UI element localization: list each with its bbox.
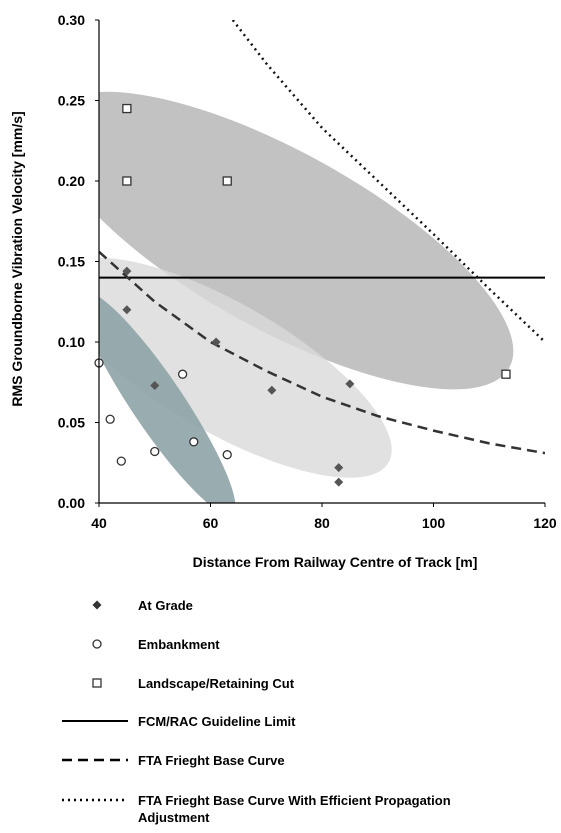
- point-diamond: [150, 380, 160, 390]
- legend-label: FTA Frieght Base Curve: [138, 753, 285, 768]
- point-circle-open: [150, 446, 160, 457]
- point-circle-open: [222, 450, 232, 460]
- y-axis-label: RMS Groundborne Vibration Velocity [mm/s…: [9, 111, 25, 406]
- legend-marker-square-open: [92, 678, 102, 688]
- point-circle-open: [116, 456, 126, 466]
- point-diamond: [334, 477, 344, 487]
- point-circle-open: [189, 437, 199, 447]
- legend-marker-diamond: [92, 600, 102, 610]
- legend-item: FTA Frieght Base Curve: [62, 753, 285, 768]
- legend-label: FCM/RAC Guideline Limit: [138, 714, 296, 729]
- y-tick-label: 0.30: [58, 12, 85, 28]
- y-tick-label: 0.00: [58, 495, 85, 511]
- y-tick-label: 0.10: [58, 334, 85, 350]
- curve-dotted: [231, 20, 545, 343]
- x-tick-label: 120: [533, 515, 557, 531]
- data-points: [94, 103, 511, 487]
- point-diamond: [267, 385, 277, 395]
- legend-item: At Grade: [92, 598, 193, 613]
- legend-label: Embankment: [138, 637, 220, 652]
- legend-label-line2: Adjustment: [138, 810, 210, 825]
- y-tick-label: 0.05: [58, 415, 85, 431]
- point-square-open: [222, 176, 232, 186]
- point-square-open: [122, 176, 132, 186]
- x-axis-label: Distance From Railway Centre of Track [m…: [193, 554, 478, 570]
- region-at-grade-cluster: [99, 257, 392, 478]
- x-tick-label: 80: [314, 515, 330, 531]
- cluster-regions: [99, 91, 514, 503]
- region-embankment-cluster: [99, 291, 236, 503]
- legend: At Grade Embankment Landscape/Retaining Cu…: [62, 598, 451, 825]
- legend-item: FCM/RAC Guideline Limit: [62, 714, 296, 729]
- legend-label: Landscape/Retaining Cut: [138, 676, 295, 691]
- x-tick-label: 40: [91, 515, 107, 531]
- legend-marker-circle-open: [92, 639, 102, 649]
- point-square-open: [501, 369, 511, 379]
- legend-item: Landscape/Retaining Cut: [92, 676, 295, 691]
- y-tick-label: 0.25: [58, 93, 85, 109]
- point-circle-open: [177, 369, 188, 379]
- y-tick-label: 0.15: [58, 254, 85, 270]
- axes: 0.00 0.05 0.10 0.15 0.20 0.25 0.30 40 60 80 100 120: [58, 12, 557, 531]
- legend-label: At Grade: [138, 598, 193, 613]
- reference-curves: [99, 20, 545, 455]
- point-square-open: [122, 103, 132, 114]
- region-landscape-cut-cluster: [99, 91, 514, 390]
- point-diamond: [334, 463, 344, 473]
- x-tick-label: 100: [422, 515, 446, 531]
- y-tick-label: 0.20: [58, 173, 85, 189]
- legend-label: FTA Frieght Base Curve With Efficient Pr…: [138, 793, 451, 808]
- legend-item: FTA Frieght Base Curve With Efficient Pr…: [62, 793, 451, 825]
- point-diamond: [122, 266, 132, 276]
- point-circle-open: [105, 414, 115, 424]
- point-diamond: [211, 337, 221, 347]
- point-diamond: [345, 379, 355, 389]
- x-tick-label: 60: [203, 515, 219, 531]
- point-diamond: [122, 305, 132, 315]
- curve-dashed: [99, 250, 545, 455]
- legend-item: Embankment: [92, 637, 220, 652]
